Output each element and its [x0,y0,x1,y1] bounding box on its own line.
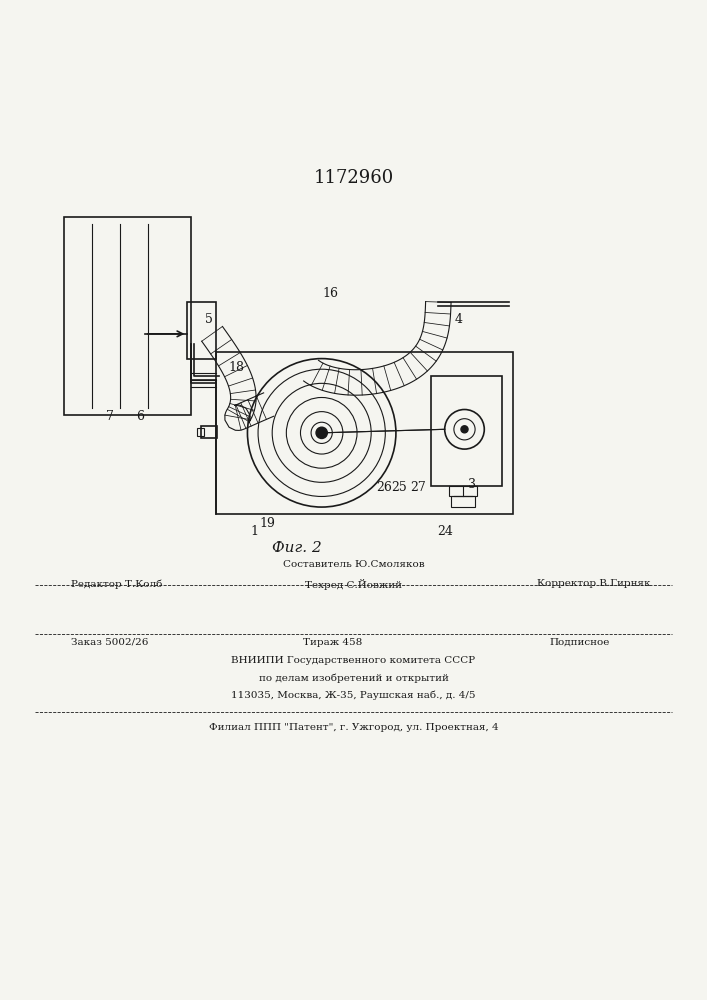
Text: 19: 19 [259,517,275,530]
Text: Техред С.Йовжий: Техред С.Йовжий [305,579,402,590]
Text: по делам изобретений и открытий: по делам изобретений и открытий [259,673,448,683]
Bar [201,426,217,438]
Text: 16: 16 [323,287,339,300]
Text: Корректор В.Гирняк: Корректор В.Гирняк [537,579,650,588]
Text: Подписное: Подписное [549,638,610,647]
Circle shape [316,427,327,438]
Bar [64,217,191,415]
Text: 5: 5 [204,313,213,326]
Bar [187,302,216,359]
Text: ВНИИПИ Государственного комитета СССР: ВНИИПИ Государственного комитета СССР [231,656,476,665]
Bar [451,496,475,507]
Circle shape [461,426,468,433]
Text: Тираж 458: Тираж 458 [303,638,362,647]
Text: 1: 1 [250,525,259,538]
Text: 1172960: 1172960 [313,169,394,187]
Text: Филиал ППП "Патент", г. Ужгород, ул. Проектная, 4: Филиал ППП "Патент", г. Ужгород, ул. Про… [209,723,498,732]
Text: Фиг. 2: Фиг. 2 [272,541,322,555]
Text: 113035, Москва, Ж-35, Раушская наб., д. 4/5: 113035, Москва, Ж-35, Раушская наб., д. … [231,691,476,700]
Bar [449,486,477,496]
Text: 6: 6 [136,410,144,423]
Text: 3: 3 [468,478,477,491]
Text: 24: 24 [438,525,453,538]
Text: 7: 7 [105,410,114,423]
Text: 25: 25 [392,481,407,494]
Text: 27: 27 [411,481,426,494]
Text: Заказ 5002/26: Заказ 5002/26 [71,638,148,647]
Text: 26: 26 [376,481,392,494]
Text: 18: 18 [228,361,244,374]
Text: Редактор Т.Колб: Редактор Т.Колб [71,579,162,589]
Bar [431,376,502,486]
Bar [216,352,513,514]
Text: 4: 4 [454,313,462,326]
Text: Составитель Ю.Смоляков: Составитель Ю.Смоляков [283,560,424,569]
Bar [197,428,204,436]
